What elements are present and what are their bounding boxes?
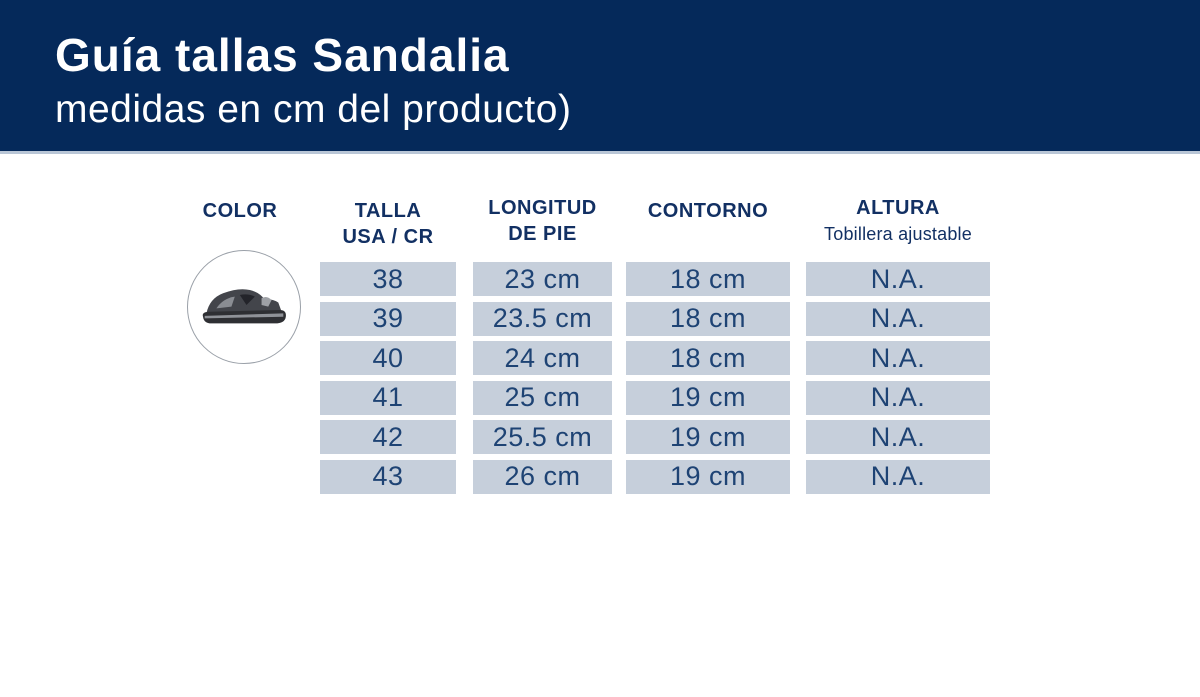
table-cell-longitud: 23 cm (473, 262, 612, 296)
column-header-talla-line1: TALLA (354, 200, 422, 222)
column-altura: N.A. N.A. N.A. N.A. N.A. N.A. (806, 262, 990, 494)
table-cell-altura: N.A. (806, 301, 990, 336)
column-header-contorno-label: CONTORNO (647, 200, 769, 222)
table-cell-contorno: 18 cm (626, 301, 790, 336)
column-header-talla-line2: USA / CR (342, 226, 434, 248)
column-header-color-label: COLOR (202, 200, 278, 222)
column-header-longitud: LONGITUD DE PIE (473, 195, 612, 247)
table-cell-altura: N.A. (806, 459, 990, 494)
table-cell-talla: 42 (320, 420, 456, 455)
column-header-contorno: CONTORNO (626, 198, 790, 224)
table-cell-talla: 39 (320, 301, 456, 336)
page-subtitle: medidas en cm del producto) (55, 88, 572, 131)
table-cell-longitud: 25 cm (473, 380, 612, 415)
column-header-longitud-line2: DE PIE (508, 223, 577, 245)
table-cell-contorno: 18 cm (626, 262, 790, 296)
table-cell-altura: N.A. (806, 341, 990, 376)
table-cell-talla: 38 (320, 262, 456, 296)
column-header-talla: TALLA USA / CR (320, 198, 456, 250)
table-cell-contorno: 19 cm (626, 420, 790, 455)
column-contorno: 18 cm 18 cm 18 cm 19 cm 19 cm 19 cm (626, 262, 790, 494)
table-cell-altura: N.A. (806, 420, 990, 455)
table-cell-longitud: 23.5 cm (473, 301, 612, 336)
column-header-longitud-line1: LONGITUD (488, 197, 597, 219)
banner: Guía tallas Sandalia medidas en cm del p… (0, 0, 1200, 154)
table-cell-talla: 40 (320, 341, 456, 376)
column-talla: 38 39 40 41 42 43 (320, 262, 456, 494)
page-title: Guía tallas Sandalia (55, 29, 510, 81)
table-cell-altura: N.A. (806, 262, 990, 296)
sandal-photo-icon (198, 278, 290, 337)
table-cell-talla: 43 (320, 459, 456, 494)
column-longitud: 23 cm 23.5 cm 24 cm 25 cm 25.5 cm 26 cm (473, 262, 612, 494)
product-photo-circle (187, 250, 301, 364)
column-header-altura: ALTURA Tobillera ajustable (776, 195, 1020, 247)
table-cell-contorno: 18 cm (626, 341, 790, 376)
table-cell-altura: N.A. (806, 380, 990, 415)
table-cell-longitud: 24 cm (473, 341, 612, 376)
table-cell-contorno: 19 cm (626, 459, 790, 494)
table-cell-longitud: 25.5 cm (473, 420, 612, 455)
table-cell-contorno: 19 cm (626, 380, 790, 415)
column-header-altura-line1: ALTURA (856, 197, 940, 219)
table-cell-longitud: 26 cm (473, 459, 612, 494)
column-header-color: COLOR (160, 198, 320, 224)
column-header-altura-line2: Tobillera ajustable (824, 224, 972, 244)
table-cell-talla: 41 (320, 380, 456, 415)
